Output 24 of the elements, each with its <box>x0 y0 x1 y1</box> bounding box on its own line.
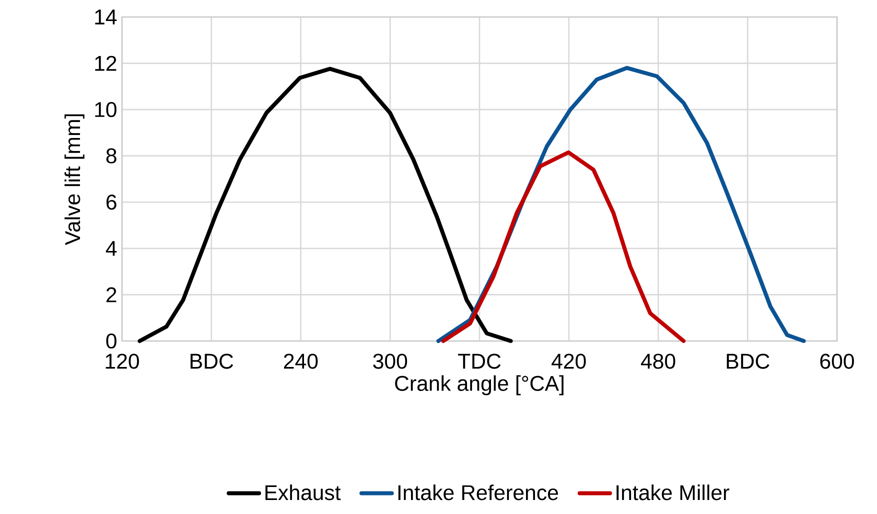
x-tick-label: 120 <box>106 354 139 369</box>
x-tick-label: BDC <box>726 354 770 369</box>
y-tick-label: 10 <box>95 102 116 118</box>
x-tick-label: 420 <box>552 354 586 369</box>
x-tick-label: 480 <box>640 354 676 369</box>
x-tick-label: 600 <box>820 354 854 369</box>
x-tick-label: 300 <box>373 354 408 369</box>
y-tick-label: 2 <box>106 287 116 302</box>
y-tick-label: 14 <box>95 10 117 24</box>
line-series <box>441 150 686 343</box>
line-series <box>138 66 513 343</box>
x-tick-label: BDC <box>190 354 234 369</box>
y-axis-title: Valve lift [mm] <box>64 114 84 246</box>
x-tick-label: TDC <box>458 354 501 369</box>
x-tick-label: 240 <box>284 354 318 369</box>
legend-label: Intake Reference <box>398 484 558 500</box>
y-tick-label: 6 <box>106 194 116 210</box>
y-tick-label: 0 <box>106 333 116 349</box>
y-tick-label: 4 <box>106 241 117 256</box>
legend-label: Exhaust <box>265 484 341 500</box>
x-axis-title: Crank angle [°CA] <box>395 375 564 396</box>
y-tick-label: 12 <box>95 56 116 71</box>
legend-label: Intake Miller <box>616 484 730 500</box>
y-tick-label: 8 <box>106 148 116 164</box>
